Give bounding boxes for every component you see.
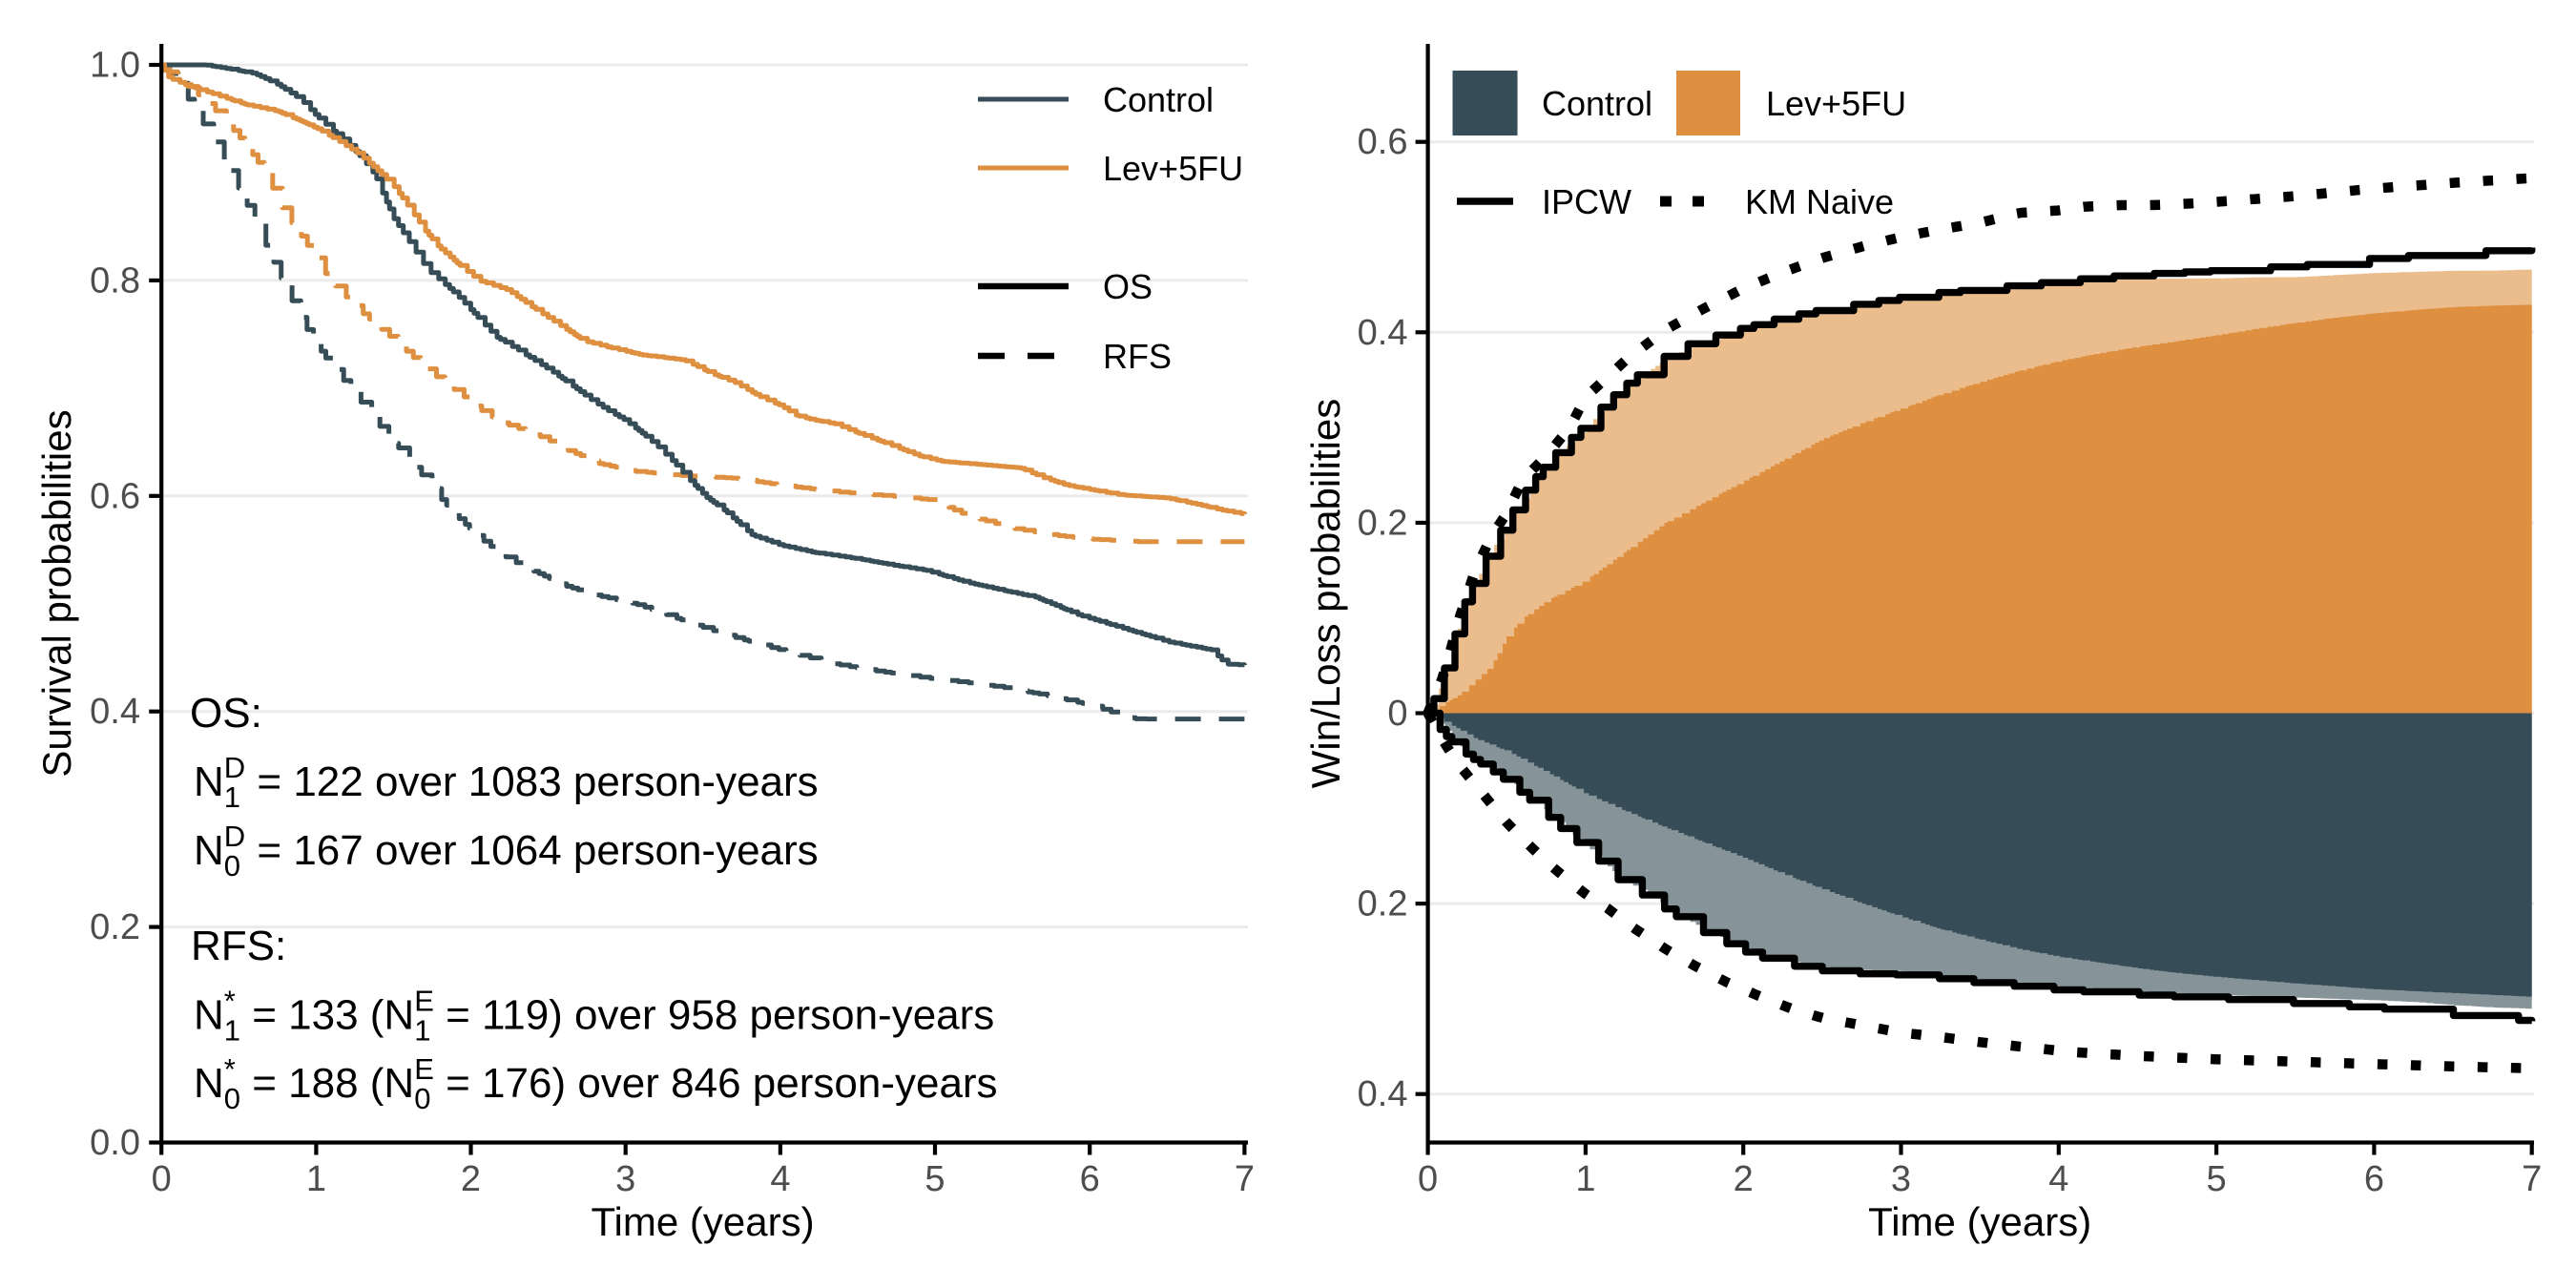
svg-text:0.8: 0.8 [90, 260, 140, 301]
svg-text:N*0 = 188 (NE0 = 176) over 846: N* 0 = 188 (NE 0 = 176) over 846 person-ye… [194, 1052, 998, 1115]
svg-text:2: 2 [1734, 1159, 1754, 1199]
svg-text:6: 6 [2364, 1159, 2384, 1199]
svg-text:RFS: RFS [1103, 337, 1172, 376]
svg-text:0.4: 0.4 [1358, 1074, 1408, 1114]
svg-text:RFS:: RFS: [191, 923, 286, 969]
svg-text:0: 0 [152, 1159, 172, 1199]
svg-text:3: 3 [1891, 1159, 1911, 1199]
svg-text:0: 0 [1418, 1159, 1438, 1199]
svg-text:Time (years): Time (years) [591, 1199, 814, 1244]
svg-text:0.4: 0.4 [1358, 313, 1408, 353]
svg-text:0.6: 0.6 [1358, 122, 1408, 162]
svg-text:0: 0 [1387, 694, 1407, 734]
svg-text:0.2: 0.2 [1358, 884, 1408, 924]
svg-text:4: 4 [770, 1159, 790, 1199]
svg-text:ND1 = 122 over 1083 person-yea: ND 1 = 122 over 1083 person-years [194, 751, 819, 814]
svg-text:0.4: 0.4 [90, 692, 140, 732]
svg-text:4: 4 [2048, 1159, 2068, 1199]
svg-text:Time (years): Time (years) [1868, 1199, 2091, 1244]
svg-text:Lev+5FU: Lev+5FU [1103, 149, 1243, 188]
svg-text:0.0: 0.0 [90, 1123, 140, 1163]
svg-text:OS:: OS: [190, 690, 262, 737]
svg-text:6: 6 [1080, 1159, 1100, 1199]
svg-text:5: 5 [924, 1159, 945, 1199]
svg-text:Survival probabilities: Survival probabilities [34, 409, 79, 777]
svg-text:0.2: 0.2 [90, 907, 140, 947]
svg-text:1: 1 [306, 1159, 326, 1199]
svg-text:Lev+5FU: Lev+5FU [1766, 84, 1906, 123]
svg-text:5: 5 [2207, 1159, 2227, 1199]
svg-text:Control: Control [1103, 80, 1214, 119]
svg-text:3: 3 [615, 1159, 635, 1199]
svg-text:KM Naive: KM Naive [1745, 182, 1894, 221]
svg-text:N*1 = 133 (NE1 = 119) over 958: N* 1 = 133 (NE 1 = 119) over 958 person-ye… [194, 985, 994, 1048]
svg-text:IPCW: IPCW [1542, 182, 1631, 221]
svg-text:Win/Loss probabilities: Win/Loss probabilities [1303, 399, 1348, 789]
svg-text:1: 1 [1575, 1159, 1595, 1199]
svg-text:2: 2 [461, 1159, 481, 1199]
svg-text:ND0 = 167 over 1064 person-yea: ND 0 = 167 over 1064 person-years [194, 820, 819, 883]
svg-text:Control: Control [1542, 84, 1652, 123]
svg-text:0.2: 0.2 [1358, 503, 1408, 543]
svg-text:OS: OS [1103, 267, 1153, 306]
svg-text:7: 7 [2522, 1159, 2542, 1199]
svg-text:0.6: 0.6 [90, 476, 140, 516]
svg-text:7: 7 [1235, 1159, 1255, 1199]
svg-text:1.0: 1.0 [90, 46, 140, 86]
